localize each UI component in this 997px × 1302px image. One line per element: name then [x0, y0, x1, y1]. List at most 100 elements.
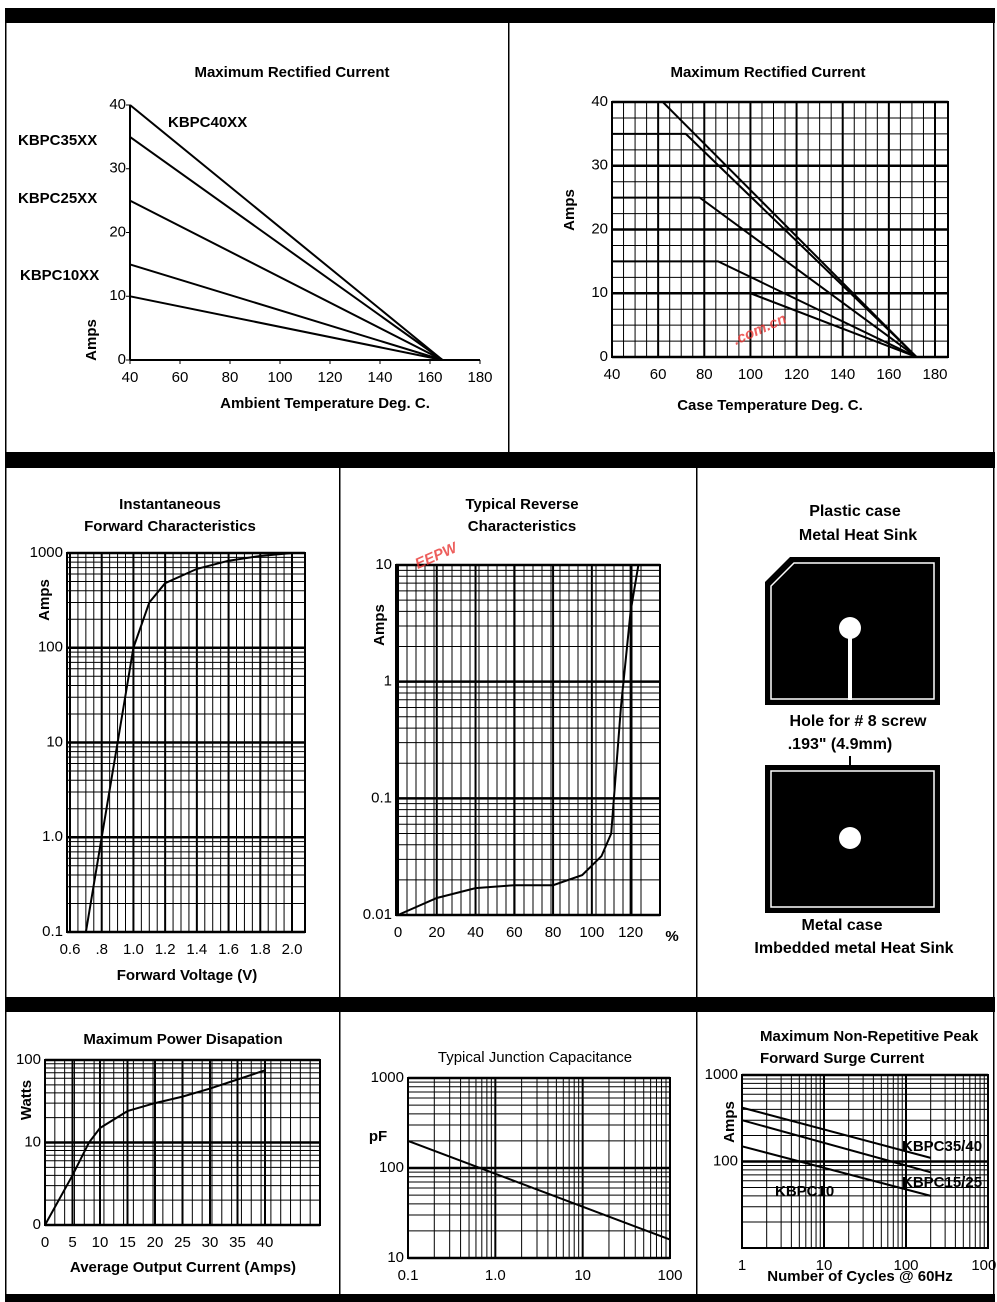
x-tick-label: 160 — [876, 366, 901, 383]
hole-leader — [849, 756, 851, 766]
hole-leader — [848, 630, 852, 700]
border — [5, 8, 7, 1302]
x-tick-label: 180 — [922, 366, 947, 383]
y-axis-label: Amps — [371, 604, 388, 646]
y-tick-label: 40 — [109, 96, 126, 113]
x-tick-label: 5 — [68, 1234, 76, 1251]
divider-bar — [5, 1294, 995, 1302]
chart: 40 60 80 100 120 140 160 180 0 10 20 30 40 KBPC40XX KB… — [18, 64, 493, 412]
chart-title: Typical Reverse — [465, 496, 578, 513]
y-tick-label: 10 — [591, 284, 608, 301]
chart-title: Maximum Non-Repetitive Peak — [760, 1028, 979, 1045]
x-axis-label: Number of Cycles @ 60Hz — [767, 1268, 953, 1285]
x-tick-label: 40 — [604, 366, 621, 383]
x-tick-label: 1.4 — [186, 941, 207, 958]
chart-title: Maximum Rectified Current — [194, 64, 389, 81]
x-tick-label: 40 — [467, 924, 484, 941]
x-tick-label: 25 — [174, 1234, 191, 1251]
x-tick-label: 120 — [618, 924, 643, 941]
x-tick-label: 180 — [467, 369, 492, 386]
hole-note: Hole for # 8 screw — [790, 713, 928, 730]
series-line — [129, 136, 444, 361]
chart: 0.1 1.0 10 100 10 100 1000 Typical Junction Cap… — [369, 1049, 683, 1284]
frame — [5, 8, 995, 1302]
x-axis-label: Ambient Temperature Deg. C. — [220, 395, 430, 412]
x-tick-label: 160 — [417, 369, 442, 386]
chart-title: Instantaneous — [119, 496, 221, 513]
y-tick-label: 0.1 — [371, 789, 392, 806]
hole-note: .193" (4.9mm) — [788, 736, 893, 753]
x-tick-label: 60 — [650, 366, 667, 383]
x-tick-label: 1000 — [971, 1257, 997, 1274]
x-tick-label: 100 — [657, 1267, 682, 1284]
case-outline — [770, 562, 935, 700]
x-tick-label: 1 — [738, 1257, 746, 1274]
y-axis-label: Amps — [83, 319, 100, 361]
series-line — [397, 564, 640, 916]
x-tick-label: 20 — [428, 924, 445, 941]
series-line — [84, 552, 293, 933]
x-tick-label: 100 — [267, 369, 292, 386]
y-tick-label: 100 — [713, 1152, 738, 1169]
x-tick-label: 60 — [172, 369, 189, 386]
series-line — [44, 1069, 266, 1226]
x-tick-label: 80 — [696, 366, 713, 383]
plot-frame — [395, 564, 661, 916]
y-tick-label: 10 — [24, 1133, 41, 1150]
y-tick-label: 100 — [16, 1051, 41, 1068]
series-label: KBPC35XX — [18, 132, 97, 149]
y-tick-label: 10 — [46, 733, 63, 750]
border — [508, 23, 510, 452]
series-label: KBPC35/40 — [902, 1138, 982, 1155]
x-tick-label: 1.6 — [218, 941, 239, 958]
chart-title: Forward Surge Current — [760, 1050, 924, 1067]
y-tick-label: 10 — [375, 556, 392, 573]
x-tick-label: 30 — [202, 1234, 219, 1251]
x-tick-label: 15 — [119, 1234, 136, 1251]
series-label: KBPC25XX — [18, 190, 97, 207]
y-axis-label: Watts — [18, 1080, 35, 1120]
y-tick-label: 0 — [33, 1216, 41, 1233]
divider-bar — [5, 452, 995, 468]
divider-bar — [5, 997, 995, 1012]
x-tick-label: 100 — [738, 366, 763, 383]
series-line — [612, 196, 918, 358]
y-tick-label: 1000 — [371, 1069, 404, 1086]
x-tick-label: 1.2 — [155, 941, 176, 958]
x-tick-label: 0 — [41, 1234, 49, 1251]
border — [339, 468, 341, 1294]
case-outline — [770, 770, 935, 908]
chart-title: Maximum Rectified Current — [670, 64, 865, 81]
x-tick-label: 120 — [784, 366, 809, 383]
border — [993, 8, 995, 1302]
x-tick-label: 80 — [222, 369, 239, 386]
x-axis-label: Case Temperature Deg. C. — [677, 397, 863, 414]
y-tick-label: 1000 — [705, 1066, 738, 1083]
chart: 0 5 10 15 20 25 30 35 40 0 10 100 Maximum Power Disa… — [16, 1031, 321, 1276]
series-line — [129, 295, 443, 361]
x-axis-label: % — [665, 928, 678, 945]
charts: 40 60 80 100 120 140 160 180010203040KBPC40XXKB… — [16, 64, 997, 1285]
divider-bar — [5, 8, 995, 23]
y-tick-label: 0 — [600, 348, 608, 365]
x-tick-label: 2.0 — [282, 941, 303, 958]
y-axis-label: Amps — [721, 1101, 738, 1143]
series-label: KBPC10XX — [20, 267, 99, 284]
chart: 0.6 .8 1.0 1.2 1.4 1.6 1.8 2.0 0.1 1.0 10 100 1000 In… — [30, 496, 306, 984]
x-axis-label: Average Output Current (Amps) — [70, 1259, 296, 1276]
series-line — [129, 199, 443, 361]
series-line — [741, 1106, 931, 1159]
y-axis-label: pF — [369, 1128, 387, 1145]
x-tick-label: 140 — [830, 366, 855, 383]
x-tick-label: .8 — [95, 941, 108, 958]
chart-title: Maximum Power Disapation — [83, 1031, 282, 1048]
series-line — [407, 1139, 671, 1241]
x-tick-label: 1.0 — [123, 941, 144, 958]
x-tick-label: 0.6 — [60, 941, 81, 958]
y-tick-label: 1000 — [30, 544, 63, 561]
chart-title: Characteristics — [468, 518, 576, 535]
x-tick-label: 40 — [257, 1234, 274, 1251]
diagram-title: Plastic case — [809, 503, 901, 520]
x-tick-label: 1.0 — [485, 1267, 506, 1284]
x-tick-label: 100 — [893, 1257, 918, 1274]
